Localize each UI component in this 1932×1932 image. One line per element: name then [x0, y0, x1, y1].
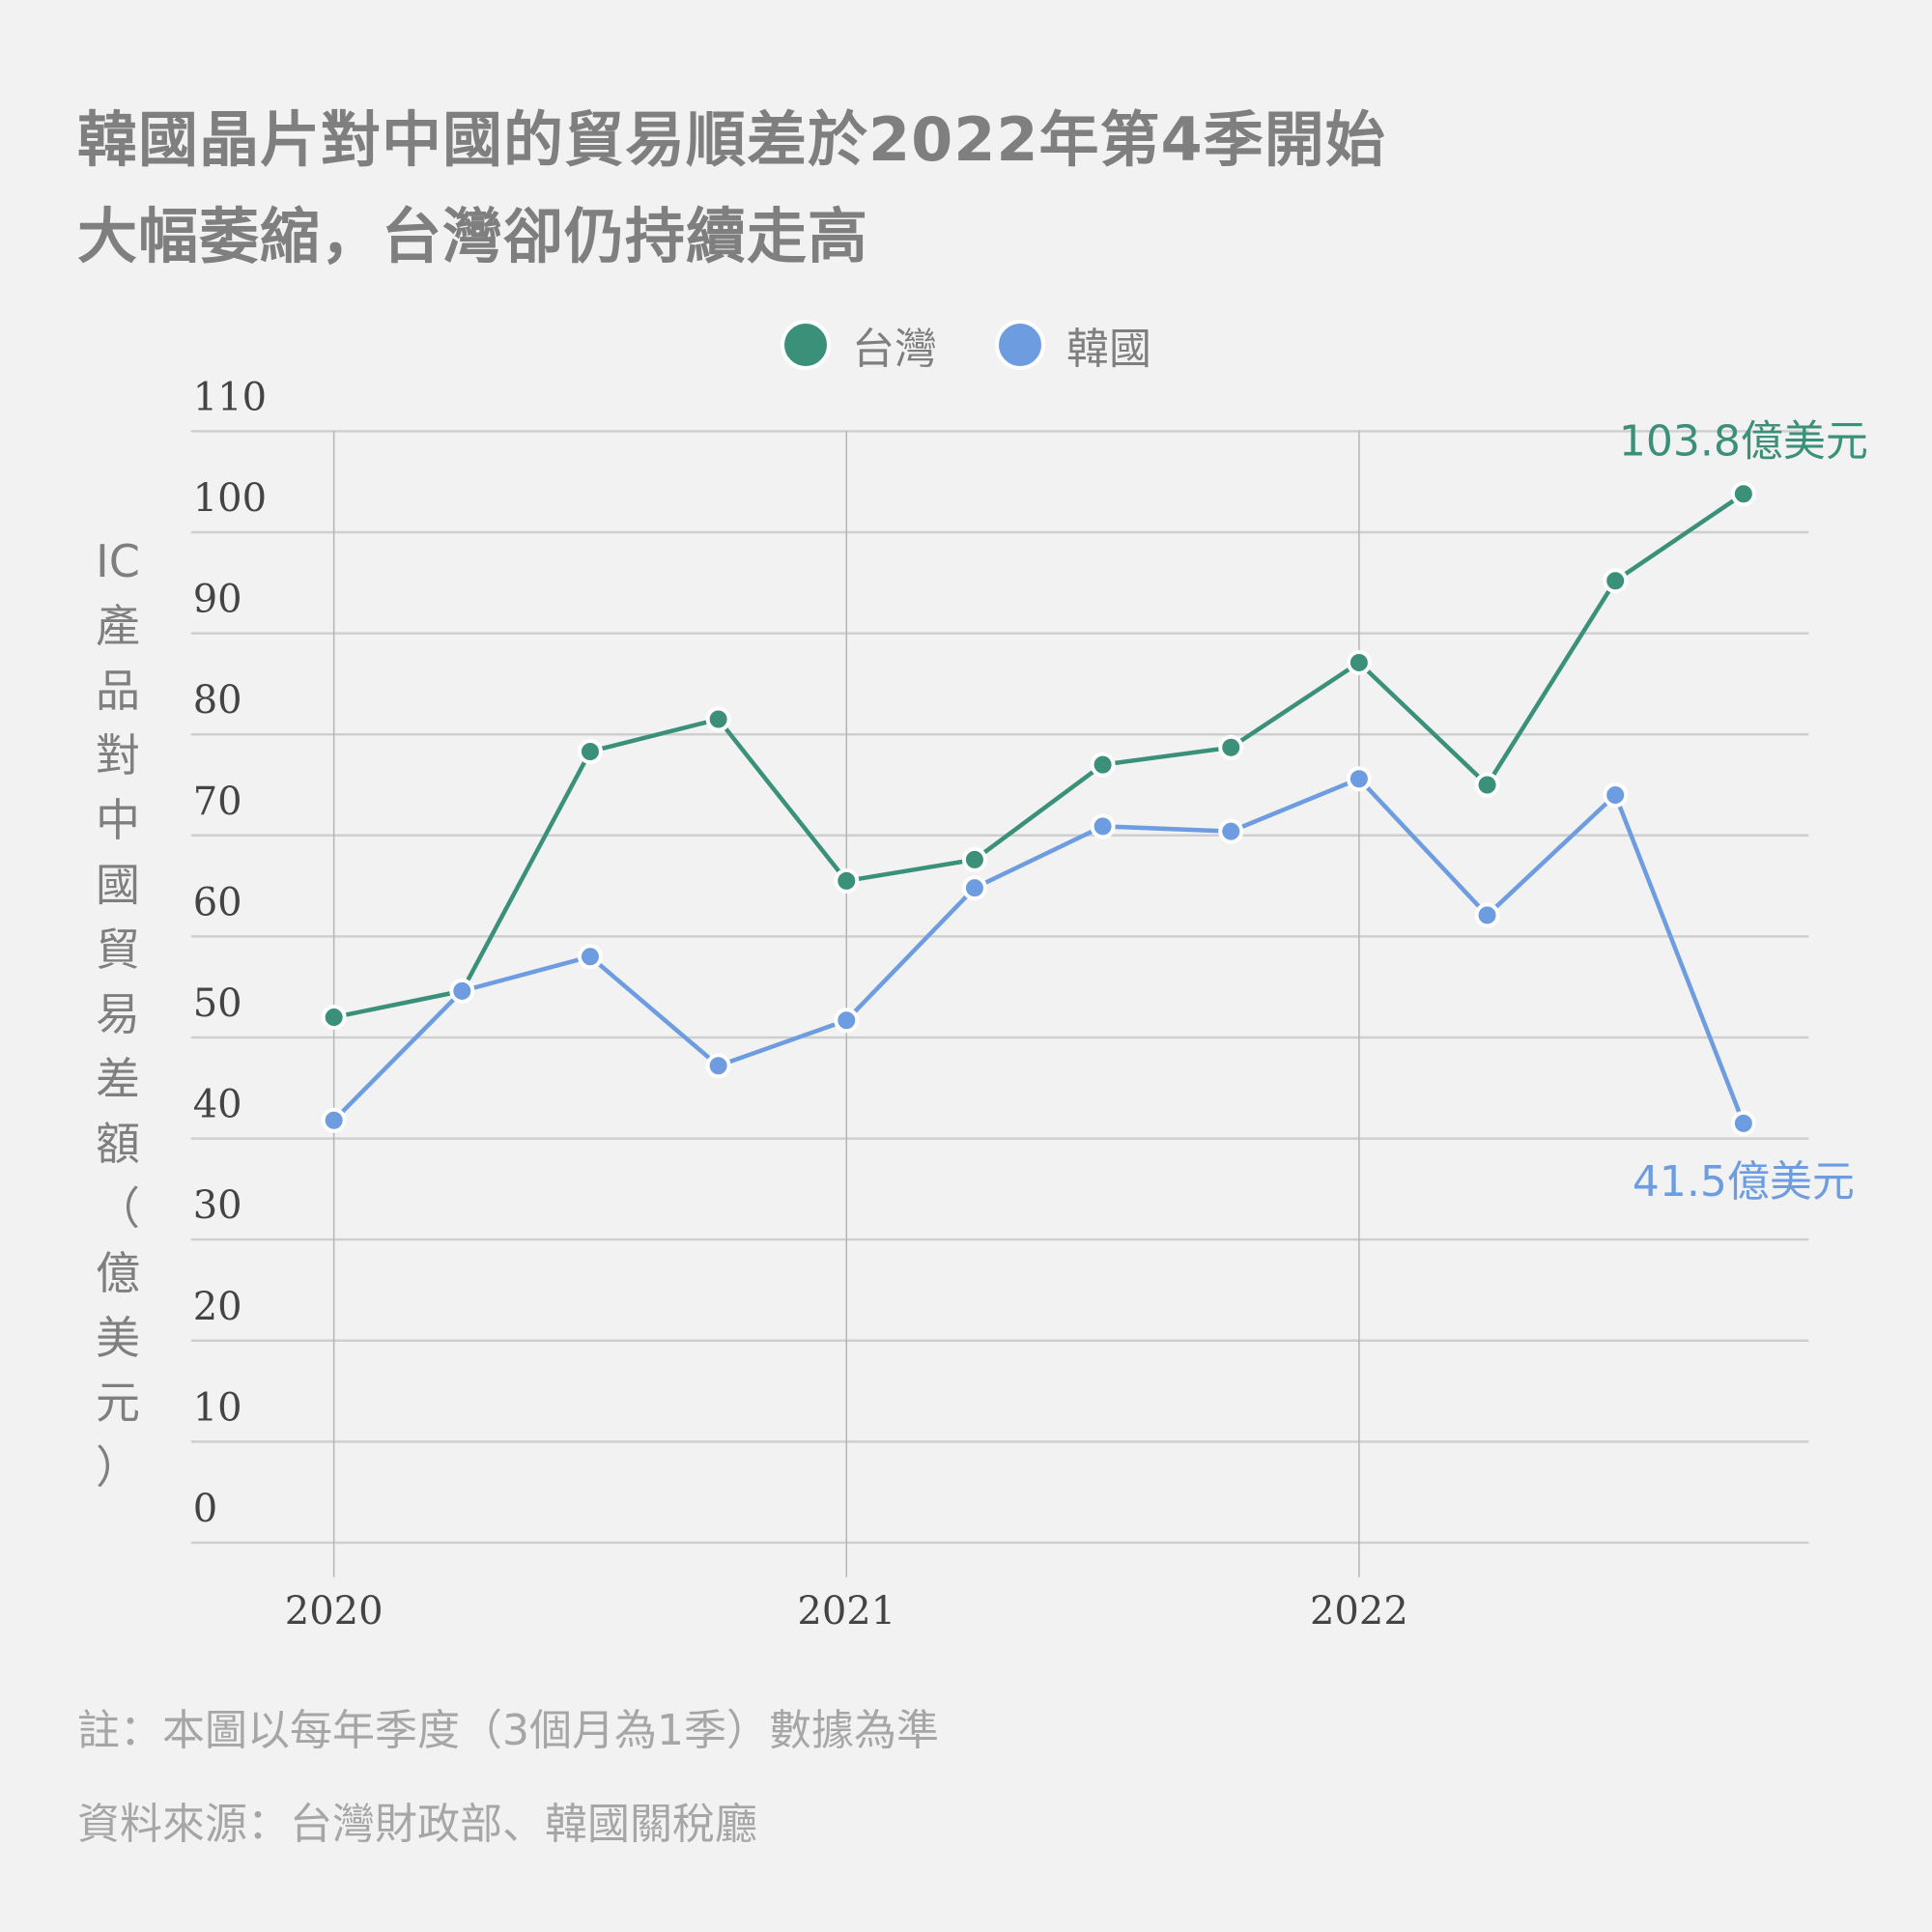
data-point [1090, 813, 1116, 839]
chart-title-line-2: 大幅萎縮，台灣卻仍持續走高 [77, 201, 869, 271]
data-point [1346, 649, 1372, 675]
annotation-korea: 41.5億美元 [1633, 1157, 1855, 1207]
y-axis-label-char: （ [96, 1182, 140, 1235]
y-tick-label: 80 [193, 678, 242, 723]
x-tick-label: 2020 [285, 1589, 384, 1634]
y-axis-label-char: 元 [96, 1377, 140, 1429]
data-point [961, 846, 987, 872]
legend-dot-icon [781, 320, 831, 370]
annotation-taiwan: 103.8億美元 [1619, 416, 1868, 466]
data-point [961, 875, 987, 901]
data-point [1090, 752, 1116, 778]
y-tick-label: 10 [193, 1385, 242, 1430]
y-axis-label-char: 額 [96, 1118, 140, 1170]
source-note: 資料來源：台灣財政部、韓國關稅廳 [77, 1800, 757, 1849]
y-tick-label: 60 [193, 880, 242, 924]
data-point [1474, 772, 1500, 798]
legend-label: 韓國 [1066, 325, 1151, 374]
y-axis-label-char: 美 [96, 1312, 140, 1364]
data-point [1474, 902, 1500, 928]
y-axis-label-char: 中 [96, 794, 140, 846]
y-axis-label-char: 差 [96, 1053, 140, 1105]
y-axis-label-char: 產 [96, 600, 140, 652]
y-axis-label-char: IC [96, 535, 140, 587]
y-tick-label: 20 [193, 1285, 242, 1329]
data-point [705, 1053, 731, 1079]
data-point [1218, 734, 1244, 760]
series-line [332, 776, 1746, 1124]
data-point [449, 978, 475, 1004]
data-point [1730, 1110, 1756, 1136]
legend-label: 台灣 [852, 325, 937, 374]
legend-item-korea[interactable]: 韓國 [995, 314, 1151, 376]
y-axis-label-char: 貿 [96, 923, 140, 976]
y-tick-label: 110 [193, 375, 267, 419]
y-axis-label-char: 億 [96, 1247, 140, 1299]
data-point [577, 738, 603, 764]
y-axis-label: IC 產品對中國貿易差額 （ 億美元 ） [89, 529, 147, 1500]
y-axis-label-char: ） [96, 1441, 140, 1493]
footnote: 註：本圖以每年季度（3個月為1季）數據為準 [77, 1706, 939, 1755]
data-point [321, 1005, 347, 1031]
y-axis-label-char: 易 [96, 988, 140, 1040]
legend-item-taiwan[interactable]: 台灣 [781, 314, 937, 376]
legend-dot-icon [995, 320, 1045, 370]
y-tick-label: 0 [193, 1487, 217, 1531]
data-point [834, 1008, 860, 1034]
y-tick-label: 70 [193, 780, 242, 824]
chart-title-line-1: 韓國晶片對中國的貿易順差於2022年第4季開始 [77, 104, 1386, 175]
data-point [577, 944, 603, 970]
data-point [321, 1107, 347, 1133]
y-tick-label: 40 [193, 1083, 242, 1127]
y-axis-label-char: 國 [96, 859, 140, 911]
y-axis-label-char: 對 [96, 729, 140, 781]
y-tick-label: 50 [193, 981, 242, 1026]
legend: 台灣 韓國 [0, 314, 1932, 376]
data-point [834, 867, 860, 894]
y-tick-label: 30 [193, 1183, 242, 1228]
data-point [1346, 766, 1372, 792]
x-tick-label: 2021 [797, 1589, 895, 1634]
y-axis-label-char: 品 [96, 665, 140, 717]
y-tick-label: 90 [193, 578, 242, 622]
data-point [1603, 781, 1629, 808]
y-tick-label: 100 [193, 476, 267, 521]
x-tick-label: 2022 [1310, 1589, 1408, 1634]
data-point [705, 706, 731, 732]
series-line [333, 492, 1746, 1020]
data-point [1218, 818, 1244, 844]
data-point [1730, 481, 1756, 507]
data-point [1603, 568, 1629, 594]
chart-title: 韓國晶片對中國的貿易順差於2022年第4季開始 大幅萎縮，台灣卻仍持續走高 [77, 92, 1719, 285]
